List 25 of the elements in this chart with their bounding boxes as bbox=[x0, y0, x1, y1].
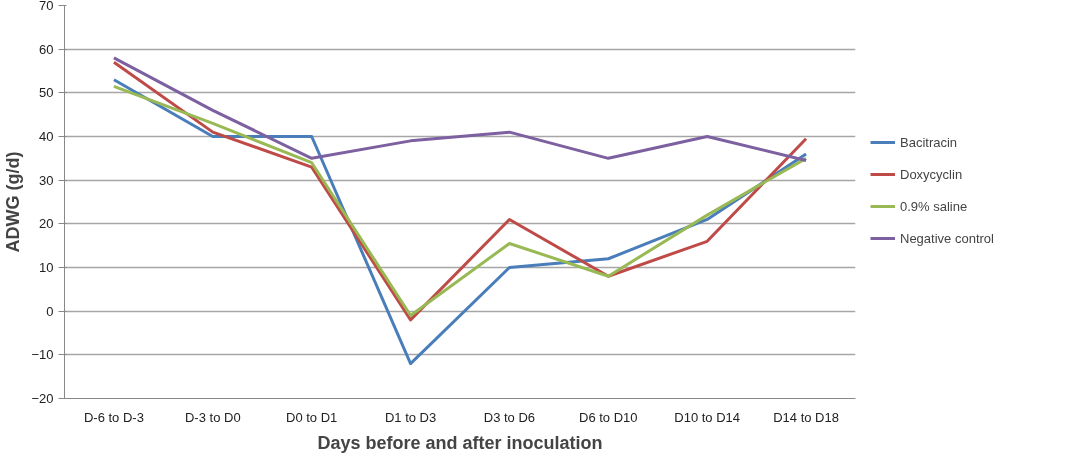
x-tick-label: D0 to D1 bbox=[286, 409, 338, 425]
legend-label: Negative control bbox=[900, 230, 994, 246]
y-tick-label: −10 bbox=[31, 347, 54, 363]
x-tick-label: D1 to D3 bbox=[384, 409, 437, 425]
y-tick-label: −20 bbox=[31, 391, 54, 406]
y-axis-title: ADWG (g/d) bbox=[3, 151, 24, 253]
x-tick-label: D10 to D14 bbox=[674, 409, 741, 425]
legend-label: Bacitracin bbox=[900, 134, 958, 150]
y-tick-label: 30 bbox=[39, 172, 54, 188]
y-tick-label: 10 bbox=[39, 260, 54, 275]
y-tick-label: 60 bbox=[39, 41, 54, 57]
x-tick-label: D6 to D10 bbox=[579, 409, 638, 425]
y-tick-label: 70 bbox=[39, 0, 54, 13]
x-tick-label: D-6 to D-3 bbox=[83, 409, 144, 425]
x-tick-label: D14 to D18 bbox=[773, 409, 839, 425]
y-tick-label: 50 bbox=[39, 85, 54, 101]
y-tick-label: 20 bbox=[39, 216, 54, 232]
legend-label: Doxycyclin bbox=[900, 166, 963, 182]
y-tick-label: 0 bbox=[46, 303, 54, 319]
line-series bbox=[112, 56, 808, 163]
x-tick-label: D3 to D6 bbox=[483, 409, 536, 425]
x-tick-label: D-3 to D0 bbox=[185, 409, 241, 425]
y-tick-label: 40 bbox=[39, 129, 54, 144]
x-axis-title: Days before and after inoculation bbox=[317, 432, 603, 453]
legend-label: 0.9% saline bbox=[900, 198, 968, 214]
